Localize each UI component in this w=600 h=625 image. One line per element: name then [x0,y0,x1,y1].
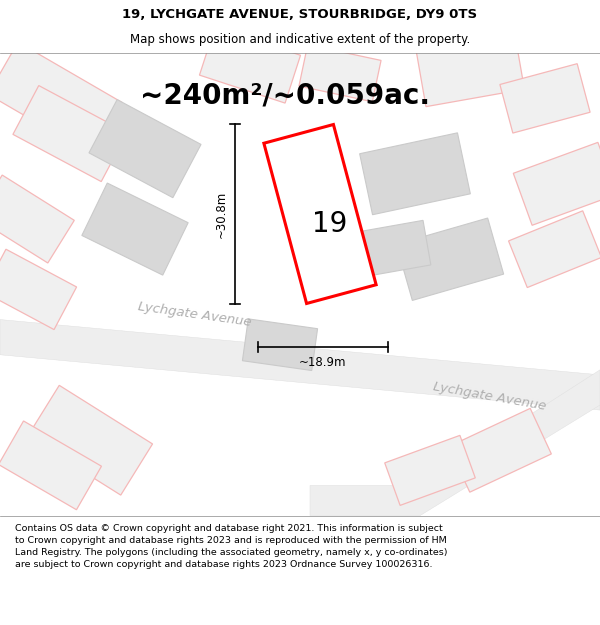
Polygon shape [0,421,101,510]
Polygon shape [500,64,590,133]
Polygon shape [514,142,600,225]
Text: Map shows position and indicative extent of the property.: Map shows position and indicative extent… [130,33,470,46]
Polygon shape [82,183,188,275]
Text: Contains OS data © Crown copyright and database right 2021. This information is : Contains OS data © Crown copyright and d… [15,524,448,569]
Polygon shape [28,386,152,495]
Polygon shape [199,28,301,103]
Polygon shape [397,218,503,301]
Polygon shape [349,221,431,278]
Text: 19, LYCHGATE AVENUE, STOURBRIDGE, DY9 0TS: 19, LYCHGATE AVENUE, STOURBRIDGE, DY9 0T… [122,8,478,21]
Polygon shape [509,211,600,288]
Text: 19: 19 [313,210,347,238]
Polygon shape [359,133,470,215]
Polygon shape [89,99,201,198]
Polygon shape [264,124,376,304]
Polygon shape [299,45,381,102]
Text: ~240m²/~0.059ac.: ~240m²/~0.059ac. [140,81,430,109]
Text: Lychgate Avenue: Lychgate Avenue [137,300,253,329]
Polygon shape [0,319,600,410]
Text: Lychgate Avenue: Lychgate Avenue [433,381,548,413]
Polygon shape [416,30,524,107]
Text: ~18.9m: ~18.9m [299,356,347,369]
Polygon shape [385,436,475,506]
Polygon shape [242,319,317,371]
Polygon shape [13,86,127,182]
Polygon shape [0,175,74,263]
Polygon shape [449,408,551,492]
Polygon shape [0,42,122,154]
Polygon shape [310,370,600,516]
Text: ~30.8m: ~30.8m [215,191,227,238]
Polygon shape [0,249,77,329]
